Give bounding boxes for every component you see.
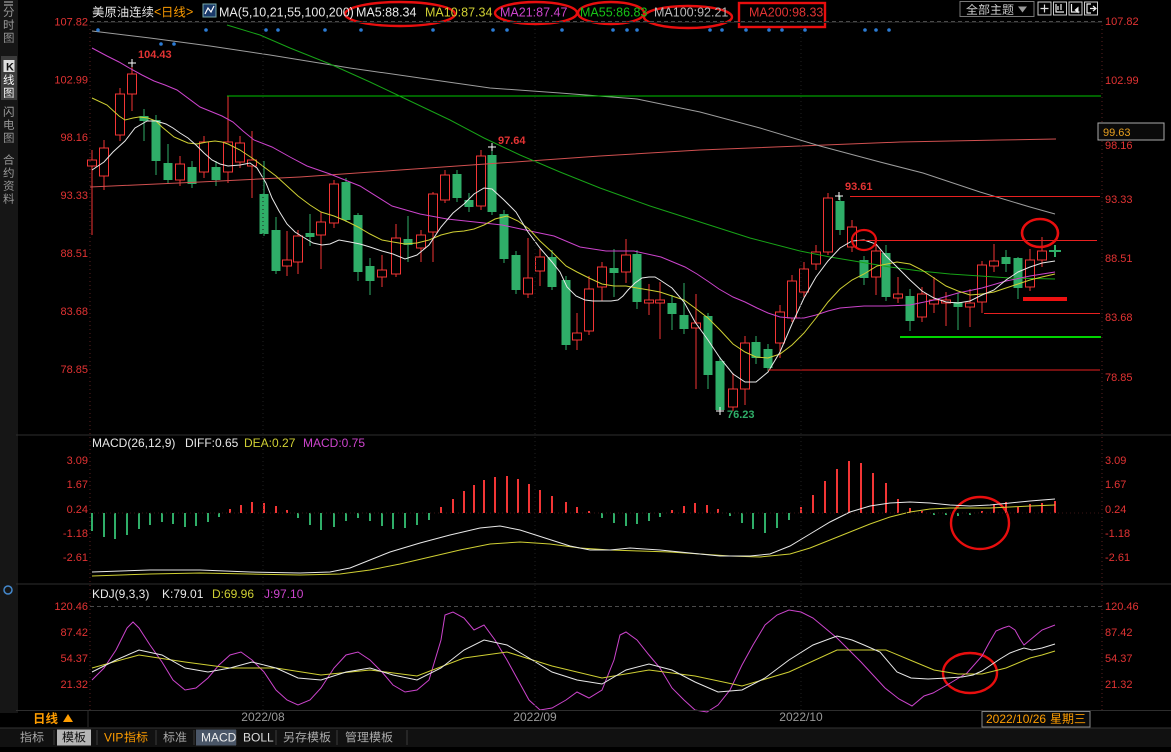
svg-text:MA100:92.21: MA100:92.21 xyxy=(654,6,728,20)
svg-text:J:97.10: J:97.10 xyxy=(264,587,304,601)
svg-text:21.32: 21.32 xyxy=(1105,679,1133,691)
svg-text:MACD: MACD xyxy=(201,731,237,745)
svg-text:21.32: 21.32 xyxy=(60,679,88,691)
svg-text:-1.18: -1.18 xyxy=(1105,528,1130,540)
svg-text:-2.61: -2.61 xyxy=(1105,552,1130,564)
svg-text:87.42: 87.42 xyxy=(1105,627,1133,639)
svg-text:88.51: 88.51 xyxy=(1105,253,1133,265)
svg-text:2022/10: 2022/10 xyxy=(779,710,823,724)
svg-text:VIP: VIP xyxy=(104,731,123,745)
svg-text:78.85: 78.85 xyxy=(1105,372,1133,384)
svg-text:1.67: 1.67 xyxy=(67,479,88,491)
svg-text:MA21:87.47: MA21:87.47 xyxy=(500,6,567,20)
svg-text:2022/09: 2022/09 xyxy=(513,710,557,724)
svg-text:78.85: 78.85 xyxy=(60,364,88,376)
svg-text:KDJ(9,3,3): KDJ(9,3,3) xyxy=(92,587,149,601)
svg-text:83.68: 83.68 xyxy=(60,306,88,318)
svg-text:MA(5,10,21,55,100,200): MA(5,10,21,55,100,200) xyxy=(219,6,354,20)
svg-text:107.82: 107.82 xyxy=(54,16,88,28)
svg-text:54.37: 54.37 xyxy=(60,653,88,665)
svg-text:98.16: 98.16 xyxy=(60,132,88,144)
svg-text:2022/10/26: 2022/10/26 xyxy=(986,712,1046,726)
svg-text:98.16: 98.16 xyxy=(1105,140,1133,152)
svg-text:BOLL: BOLL xyxy=(243,731,274,745)
svg-text:102.99: 102.99 xyxy=(1105,75,1139,87)
svg-text:MA200:98.33: MA200:98.33 xyxy=(749,6,823,20)
svg-text:MACD(26,12,9): MACD(26,12,9) xyxy=(92,436,175,450)
svg-text:83.68: 83.68 xyxy=(1105,312,1133,324)
svg-text:54.37: 54.37 xyxy=(1105,653,1133,665)
svg-text:MA5:88.34: MA5:88.34 xyxy=(356,6,417,20)
svg-text:120.46: 120.46 xyxy=(1105,601,1139,613)
svg-text:K: K xyxy=(6,62,14,74)
svg-text:93.33: 93.33 xyxy=(1105,194,1133,206)
svg-text:0.24: 0.24 xyxy=(1105,504,1126,516)
svg-text:-2.61: -2.61 xyxy=(63,552,88,564)
svg-text:99.63: 99.63 xyxy=(1103,127,1131,139)
svg-text:>: > xyxy=(186,5,193,19)
svg-text:MACD:0.75: MACD:0.75 xyxy=(303,436,365,450)
svg-text:MA55:86.83: MA55:86.83 xyxy=(580,6,647,20)
svg-text:76.23: 76.23 xyxy=(727,409,755,421)
svg-text:-1.18: -1.18 xyxy=(63,528,88,540)
svg-text:97.64: 97.64 xyxy=(498,135,526,147)
svg-text:DIFF:0.65: DIFF:0.65 xyxy=(185,436,239,450)
svg-text:D:69.96: D:69.96 xyxy=(212,587,254,601)
svg-text:K:79.01: K:79.01 xyxy=(162,587,204,601)
svg-text:DEA:0.27: DEA:0.27 xyxy=(244,436,296,450)
svg-text:MA10:87.34: MA10:87.34 xyxy=(425,6,492,20)
svg-text:3.09: 3.09 xyxy=(67,455,88,467)
svg-text:<: < xyxy=(154,5,161,19)
svg-text:93.33: 93.33 xyxy=(60,190,88,202)
svg-text:87.42: 87.42 xyxy=(60,627,88,639)
svg-text:1.67: 1.67 xyxy=(1105,479,1126,491)
svg-text:107.82: 107.82 xyxy=(1105,16,1139,28)
svg-text:3.09: 3.09 xyxy=(1105,455,1126,467)
svg-text:102.99: 102.99 xyxy=(54,74,88,86)
svg-text:93.61: 93.61 xyxy=(845,181,873,193)
svg-text:88.51: 88.51 xyxy=(60,248,88,260)
svg-text:0.24: 0.24 xyxy=(67,504,88,516)
svg-text:2022/08: 2022/08 xyxy=(241,710,285,724)
svg-text:104.43: 104.43 xyxy=(138,49,172,61)
svg-text:120.46: 120.46 xyxy=(54,601,88,613)
